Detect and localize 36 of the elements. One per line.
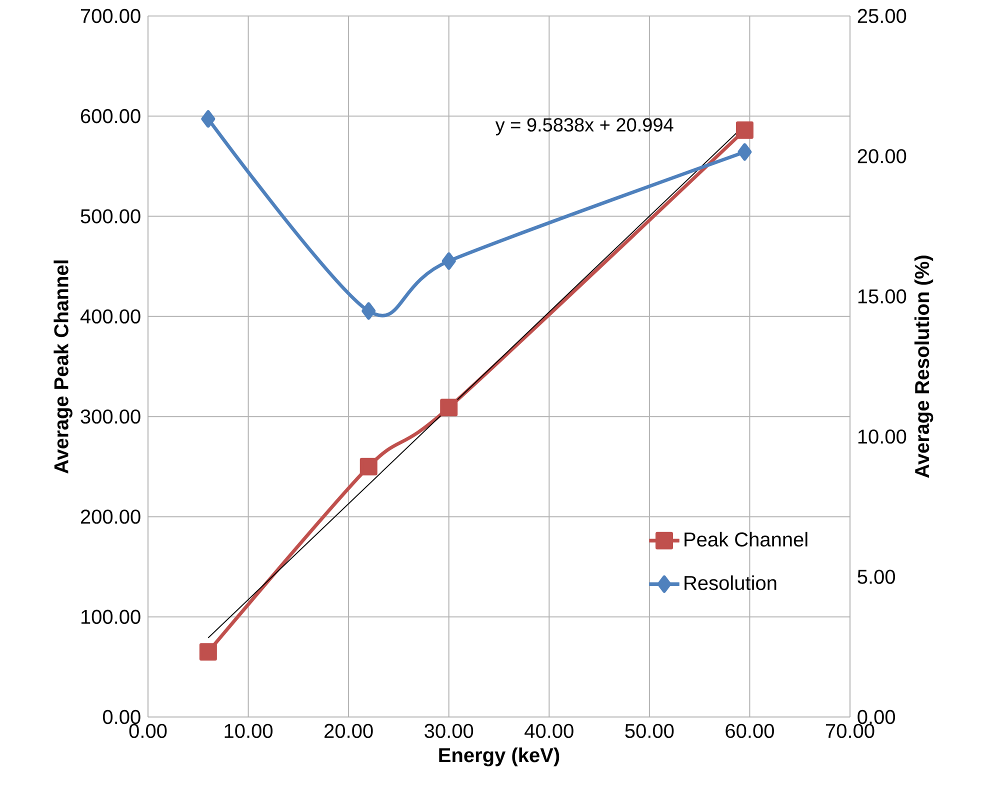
x-tick-label: 70.00 bbox=[826, 724, 874, 738]
y-tick-label: 0.00 bbox=[102, 710, 140, 724]
point bbox=[360, 458, 378, 476]
y2-tick-label: 0.00 bbox=[858, 710, 896, 724]
point bbox=[738, 143, 752, 161]
y2-axis-title: Average Resolution (%) bbox=[914, 256, 934, 478]
point bbox=[199, 643, 217, 661]
y2-tick-label: 15.00 bbox=[858, 289, 906, 304]
point bbox=[440, 398, 458, 416]
y-tick-label: 600.00 bbox=[80, 109, 140, 124]
y-tick-label: 700.00 bbox=[80, 8, 140, 24]
y-tick-label: 200.00 bbox=[80, 510, 140, 524]
point bbox=[362, 302, 376, 320]
y-tick-label: 300.00 bbox=[80, 409, 140, 424]
point bbox=[201, 110, 216, 128]
x-tick-label: 0.00 bbox=[129, 724, 167, 738]
x-tick-label: 40.00 bbox=[524, 724, 574, 738]
x-axis-title: Energy (keV) bbox=[439, 748, 560, 766]
y-tick-label: 500.00 bbox=[80, 209, 140, 224]
y2-tick-label: 25.00 bbox=[858, 8, 906, 24]
x-tick-label: 10.00 bbox=[224, 724, 273, 738]
legend-label: Peak Channel bbox=[684, 532, 808, 547]
y2-tick-label: 10.00 bbox=[858, 430, 906, 444]
x-tick-label: 30.00 bbox=[424, 724, 474, 738]
point bbox=[442, 252, 456, 270]
legend-label: Resolution bbox=[684, 575, 776, 590]
x-tick-label: 60.00 bbox=[726, 724, 774, 738]
y-tick-label: 100.00 bbox=[81, 610, 140, 624]
y-tick-label: 400.00 bbox=[80, 309, 140, 324]
x-tick-label: 20.00 bbox=[324, 724, 373, 738]
point bbox=[736, 121, 754, 139]
y2-tick-label: 20.00 bbox=[858, 149, 906, 164]
y-axis-title: Average Peak Channel bbox=[54, 260, 72, 474]
y2-tick-label: 5.00 bbox=[858, 570, 896, 584]
x-tick-label: 50.00 bbox=[625, 724, 674, 738]
annotation: y = 9.5838x + 20.994 bbox=[495, 118, 674, 136]
